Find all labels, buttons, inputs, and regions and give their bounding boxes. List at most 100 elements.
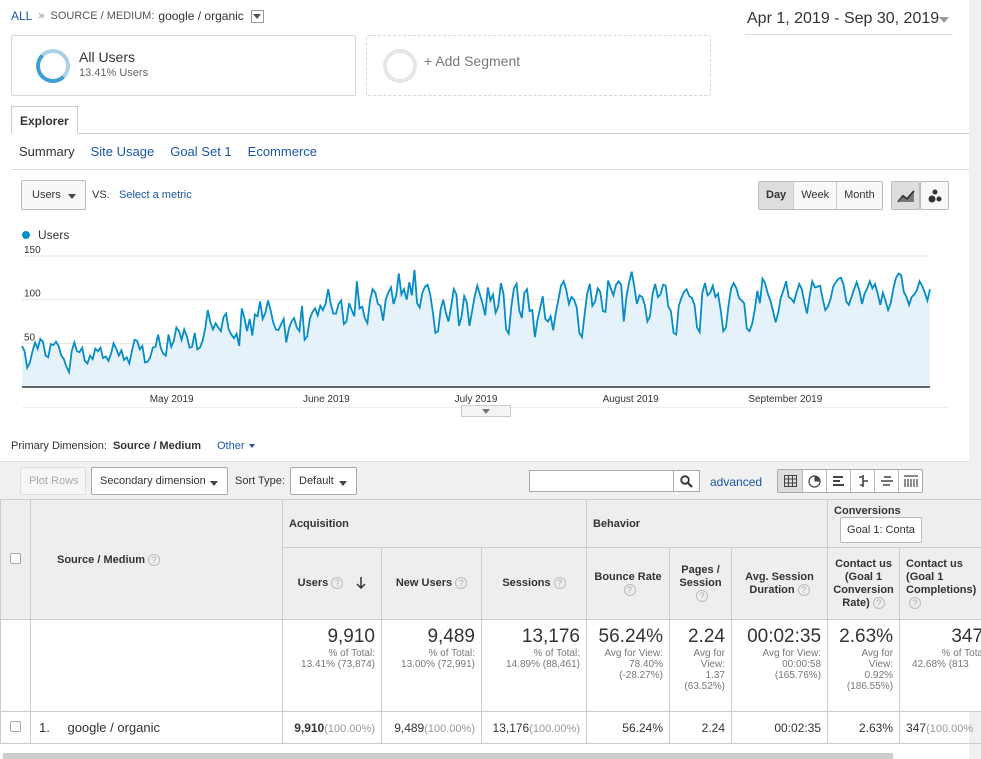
metric-select-value: Users (32, 189, 61, 201)
help-icon[interactable]: ? (909, 596, 922, 609)
x-tick-label: September 2019 (748, 394, 822, 405)
performance-view-button[interactable] (826, 470, 850, 492)
data-table-view-button[interactable] (778, 470, 802, 492)
secondary-dimension-label: Secondary dimension (100, 475, 206, 487)
total-sub: View: (700, 659, 725, 670)
row-select[interactable] (0, 711, 31, 744)
period-week-button[interactable]: Week (793, 182, 837, 209)
sort-type-select[interactable]: Default (290, 467, 357, 495)
row-completions-value: 347 (906, 720, 927, 735)
row-users-pct: (100.00%) (324, 722, 375, 735)
y-tick-label: 100 (24, 289, 41, 300)
total-sub: 13.00% (72,991) (401, 659, 475, 670)
plot-rows-button[interactable]: Plot Rows (20, 467, 86, 495)
subtabs: Summary Site Usage Goal Set 1 Ecommerce (19, 144, 317, 159)
select-all-checkbox[interactable] (10, 552, 21, 564)
primary-dimension-current[interactable]: Source / Medium (112, 440, 201, 452)
segment-empty-ring-icon (383, 49, 417, 83)
x-tick-label: August 2019 (603, 394, 660, 405)
table-search-input[interactable] (529, 470, 674, 492)
search-button[interactable] (673, 470, 700, 492)
metric-select[interactable]: Users (21, 180, 86, 210)
subtab-summary[interactable]: Summary (19, 144, 75, 159)
help-icon[interactable]: ? (797, 583, 810, 596)
total-bounce-value: 56.24% (598, 626, 663, 647)
row-pages: 2.24 (669, 711, 732, 744)
col-bounce-rate[interactable]: Bounce Rate? (586, 547, 670, 620)
data-table-icon (783, 475, 797, 487)
breadcrumb-all-link[interactable]: ALL (11, 9, 33, 23)
total-new-users-value: 9,489 (427, 626, 475, 647)
group-conversions: Conversions Goal 1: Conta (827, 499, 981, 548)
row-completions-pct: (100.00% (926, 722, 974, 735)
tab-explorer[interactable]: Explorer (11, 106, 78, 134)
row-conv-rate: 2.63% (827, 711, 901, 744)
col-completions[interactable]: Contact us (Goal 1 Completions)? (899, 547, 981, 620)
users-chart: 50 100 150 May 2019 June 2019 July 2019 August… (21, 245, 948, 408)
row-checkbox[interactable] (10, 720, 21, 732)
term-cloud-view-button[interactable] (874, 470, 898, 492)
goal-select[interactable]: Goal 1: Conta (840, 516, 922, 543)
pie-view-button[interactable] (802, 470, 826, 492)
motion-chart-button[interactable] (920, 181, 949, 210)
select-metric-link[interactable]: Select a metric (119, 189, 192, 201)
secondary-dimension-select[interactable]: Secondary dimension (91, 467, 228, 495)
header-select-all[interactable] (0, 499, 31, 620)
total-sub: 14.89% (88,461) (506, 659, 580, 670)
breadcrumb-separator: » (38, 10, 45, 22)
help-icon[interactable]: ? (148, 553, 161, 566)
col-avg-session-duration[interactable]: Avg. Session Duration? (730, 547, 829, 620)
col-new-users[interactable]: New Users? (381, 547, 482, 620)
primary-dimension-bar: Primary Dimension: Source / Medium Other (11, 440, 255, 452)
help-icon[interactable]: ? (455, 577, 468, 589)
total-sessions-value: 13,176 (521, 626, 580, 647)
y-tick-label: 150 (24, 245, 41, 256)
segment-all-users[interactable]: All Users 13.41% Users (11, 35, 356, 96)
chevron-down-icon (939, 17, 949, 23)
breadcrumb-value: google / organic (158, 9, 244, 23)
help-icon[interactable]: ? (331, 577, 344, 589)
row-users-value: 9,910 (294, 720, 325, 735)
col-sessions[interactable]: Sessions? (481, 547, 587, 620)
total-sub: 1.37 (705, 670, 725, 681)
dim-header[interactable]: Source / Medium? (30, 499, 283, 620)
comparison-view-button[interactable] (850, 470, 874, 492)
subtab-goal-set-1[interactable]: Goal Set 1 (170, 144, 232, 159)
subtab-site-usage[interactable]: Site Usage (90, 144, 155, 159)
help-icon[interactable]: ? (553, 577, 566, 589)
breadcrumb-dropdown-icon[interactable] (250, 9, 264, 23)
table-row[interactable]: 1. google / organic 9,910(100.00%) 9,489… (0, 711, 981, 744)
help-icon[interactable]: ? (696, 590, 708, 602)
col-bounce-rate-label: Bounce Rate (594, 570, 662, 583)
sort-type-value: Default (299, 475, 334, 487)
help-icon[interactable]: ? (623, 583, 636, 596)
col-pages-session[interactable]: Pages / Session? (669, 547, 732, 620)
x-tick-label: May 2019 (150, 394, 194, 405)
period-month-button[interactable]: Month (836, 182, 882, 209)
performance-bar-icon (832, 476, 844, 486)
advanced-filter-link[interactable]: advanced (710, 475, 763, 489)
primary-dimension-label: Primary Dimension: (11, 440, 107, 452)
col-conversion-rate[interactable]: Contact us (Goal 1 Conversion Rate)? (827, 547, 901, 620)
line-chart-button[interactable] (891, 181, 920, 210)
row-sessions-value: 13,176 (492, 720, 530, 735)
col-users[interactable]: Users? (282, 547, 382, 620)
y-tick-label: 50 (24, 332, 36, 343)
add-segment-button[interactable]: + Add Segment (366, 35, 711, 96)
subtab-ecommerce[interactable]: Ecommerce (247, 144, 318, 159)
period-toggle: Day Week Month (758, 181, 883, 210)
col-duration-label: Avg. Session Duration (745, 570, 814, 596)
total-bounce-rate: 56.24% Avg for View: 78.40% (-28.27%) (586, 619, 670, 712)
pivot-view-button[interactable] (898, 470, 922, 492)
date-range-picker[interactable]: Apr 1, 2019 - Sep 30, 2019 (745, 8, 953, 35)
total-sub: (186.55%) (846, 681, 894, 692)
row-bounce: 56.24% (586, 711, 670, 744)
primary-dimension-other[interactable]: Other (217, 440, 255, 452)
chart-collapse-handle[interactable] (461, 405, 511, 417)
horizontal-scrollbar[interactable] (3, 753, 893, 759)
comparison-icon (858, 475, 868, 487)
period-day-button[interactable]: Day (759, 182, 794, 209)
row-name-link[interactable]: google / organic (67, 720, 160, 735)
help-icon[interactable]: ? (872, 596, 885, 609)
segment-ring-icon (36, 49, 70, 83)
